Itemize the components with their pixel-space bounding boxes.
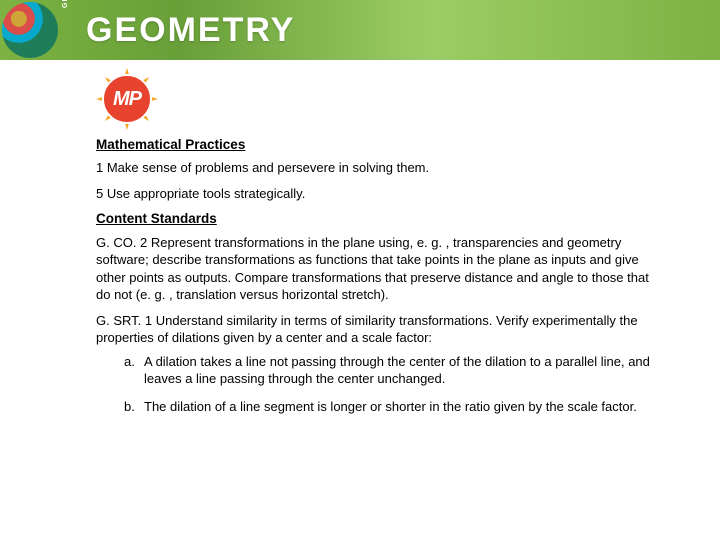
mp-item-5: 5 Use appropriate tools strategically. bbox=[96, 185, 664, 203]
banner-swirl-art bbox=[2, 2, 58, 58]
publisher-label: GLENCOE bbox=[62, 0, 69, 8]
gsrt1-b-text: The dilation of a line segment is longer… bbox=[144, 399, 637, 414]
gsrt1-sublist: a. A dilation takes a line not passing t… bbox=[96, 353, 664, 416]
gsrt1-a-text: A dilation takes a line not passing thro… bbox=[144, 354, 650, 387]
mp-item-1: 1 Make sense of problems and persevere i… bbox=[96, 159, 664, 177]
content-standards-heading: Content Standards bbox=[96, 210, 664, 228]
gsrt1-item-b: b. The dilation of a line segment is lon… bbox=[124, 398, 664, 416]
mp-badge-label: MP bbox=[113, 88, 141, 111]
standard-gsrt1-intro: G. SRT. 1 Understand similarity in terms… bbox=[96, 312, 664, 347]
list-marker-a: a. bbox=[124, 353, 135, 371]
book-title: GEOMETRY bbox=[86, 11, 295, 50]
standards-content: Mathematical Practices 1 Make sense of p… bbox=[0, 136, 720, 415]
mathematical-practices-heading: Mathematical Practices bbox=[96, 136, 664, 154]
list-marker-b: b. bbox=[124, 398, 135, 416]
mp-disc: MP bbox=[102, 74, 152, 124]
gsrt1-item-a: a. A dilation takes a line not passing t… bbox=[124, 353, 664, 388]
mp-badge: MP bbox=[96, 68, 720, 130]
textbook-banner: GLENCOE GEOMETRY bbox=[0, 0, 720, 60]
standard-gco2: G. CO. 2 Represent transformations in th… bbox=[96, 234, 664, 304]
